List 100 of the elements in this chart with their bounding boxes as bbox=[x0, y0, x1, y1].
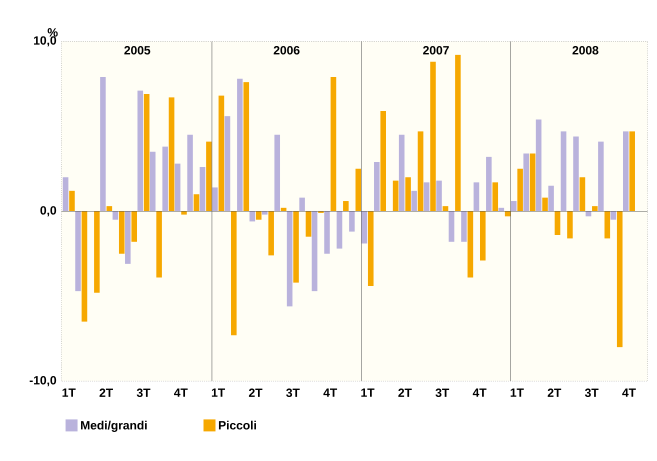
bar bbox=[523, 153, 529, 212]
bar bbox=[592, 206, 598, 212]
x-tick-label: 3T bbox=[584, 388, 598, 397]
bar bbox=[510, 200, 517, 212]
bar bbox=[343, 200, 349, 212]
bar bbox=[200, 167, 206, 212]
bar bbox=[622, 131, 629, 212]
bar bbox=[194, 194, 200, 212]
annotation: 2007 bbox=[423, 46, 449, 54]
bar bbox=[250, 211, 256, 222]
y-tick-label: 10,0 bbox=[34, 36, 56, 46]
bar bbox=[492, 182, 498, 212]
bar bbox=[536, 119, 542, 212]
bar bbox=[125, 211, 131, 264]
x-tick-label: 3T bbox=[136, 388, 150, 397]
bar bbox=[554, 211, 560, 235]
bar bbox=[374, 162, 380, 212]
bar bbox=[324, 211, 330, 254]
x-tick-label: 3T bbox=[436, 388, 450, 397]
bar bbox=[237, 78, 243, 212]
x-tick-label: 1T bbox=[212, 388, 226, 397]
bar bbox=[299, 198, 305, 212]
bar bbox=[430, 62, 436, 212]
x-tick-label: 3T bbox=[286, 388, 300, 397]
bar bbox=[486, 156, 492, 212]
bar bbox=[629, 131, 635, 212]
bar bbox=[336, 211, 342, 249]
legend-label: Medi/grandi bbox=[81, 420, 147, 432]
bar bbox=[137, 90, 144, 212]
bar bbox=[356, 168, 362, 212]
bar bbox=[368, 211, 374, 286]
bar bbox=[131, 211, 138, 242]
bar bbox=[517, 168, 523, 212]
x-tick-label: 1T bbox=[510, 388, 524, 397]
bar bbox=[106, 206, 112, 212]
bar bbox=[256, 211, 262, 220]
bar bbox=[293, 211, 299, 283]
bar bbox=[162, 146, 168, 212]
bar bbox=[224, 116, 230, 212]
annotation: 2005 bbox=[124, 46, 150, 54]
bar bbox=[181, 211, 187, 215]
bar bbox=[212, 187, 218, 212]
bar bbox=[150, 152, 156, 212]
x-tick-label: 2T bbox=[248, 388, 262, 397]
bar bbox=[405, 177, 411, 212]
x-tick-label: 4T bbox=[472, 388, 486, 397]
annotation: 2006 bbox=[274, 46, 300, 54]
bar bbox=[468, 211, 474, 278]
y-axis-title: % bbox=[48, 28, 58, 37]
bar bbox=[548, 186, 554, 212]
bar bbox=[448, 211, 454, 242]
bar bbox=[392, 180, 398, 212]
bar bbox=[436, 180, 442, 212]
x-tick-label: 1T bbox=[62, 388, 76, 397]
y-tick-label: 0,0 bbox=[40, 206, 56, 216]
x-tick-label: 2T bbox=[398, 388, 412, 397]
bar bbox=[82, 211, 88, 322]
bar bbox=[243, 82, 250, 212]
bar bbox=[398, 134, 404, 212]
bar bbox=[542, 198, 548, 212]
bar bbox=[598, 142, 604, 212]
x-tick-label: 2T bbox=[548, 388, 562, 397]
bar bbox=[75, 211, 81, 292]
bar bbox=[442, 206, 448, 212]
bar bbox=[69, 190, 75, 212]
bar bbox=[504, 211, 510, 216]
bar bbox=[174, 164, 180, 212]
y-tick-label: -10,0 bbox=[30, 376, 56, 386]
x-tick-label: 4T bbox=[323, 388, 338, 397]
bar bbox=[461, 211, 467, 242]
x-tick-label: 4T bbox=[174, 388, 188, 397]
x-tick-label: 1T bbox=[361, 388, 374, 397]
bar bbox=[610, 211, 616, 220]
bar bbox=[474, 182, 480, 212]
bar bbox=[231, 211, 237, 336]
bar bbox=[274, 134, 280, 212]
annotation: 2008 bbox=[572, 46, 598, 54]
bar bbox=[418, 131, 424, 212]
bar bbox=[567, 211, 573, 238]
bar bbox=[349, 211, 355, 232]
bar bbox=[306, 211, 312, 237]
x-tick-label: 2T bbox=[100, 388, 113, 397]
bar bbox=[530, 153, 536, 212]
bar bbox=[616, 211, 623, 348]
bar bbox=[286, 211, 292, 306]
bar bbox=[62, 177, 68, 212]
bar bbox=[118, 211, 125, 254]
bar bbox=[112, 211, 118, 220]
bar bbox=[362, 211, 368, 244]
legend-label: Piccoli bbox=[218, 420, 256, 430]
bar bbox=[206, 142, 212, 212]
bar bbox=[411, 190, 417, 212]
bar bbox=[573, 136, 579, 212]
bar bbox=[455, 54, 461, 212]
bar bbox=[480, 211, 486, 260]
bar bbox=[187, 134, 193, 212]
bar bbox=[218, 96, 224, 212]
bar bbox=[330, 76, 336, 212]
x-tick-label: 4T bbox=[622, 388, 636, 397]
bar bbox=[580, 177, 586, 212]
